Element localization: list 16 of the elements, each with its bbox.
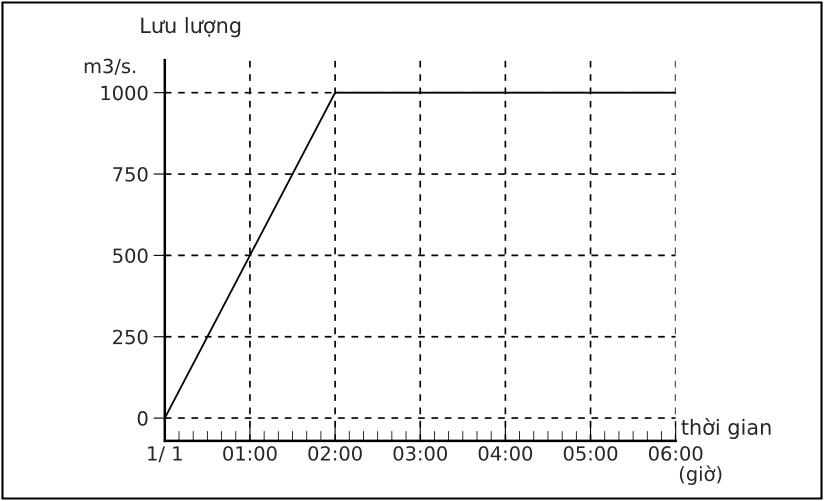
y-axis-title: Lưu lượng (141, 17, 240, 38)
y-tick-label: 1000 (101, 86, 148, 100)
x-tick-label: 02:00 (308, 446, 362, 461)
x-tick-label: 05:00 (564, 446, 618, 461)
x-tick-label: 06:00 (648, 446, 702, 461)
y-tick-label: 250 (113, 330, 148, 344)
x-tick-label: 03:00 (394, 446, 447, 461)
x-tick-label: 01:00 (223, 446, 277, 461)
y-tick-label: 0 (138, 411, 148, 426)
text: (giờ) (680, 465, 722, 485)
x-tick-label: 04:00 (478, 446, 532, 461)
x-tick-label: 1/ 1 (148, 446, 182, 462)
y-tick-label: 500 (113, 248, 148, 264)
x-axis-title: thời gian (681, 418, 771, 440)
y-tick-label: 750 (113, 166, 148, 182)
text: m3/s. (84, 58, 136, 75)
